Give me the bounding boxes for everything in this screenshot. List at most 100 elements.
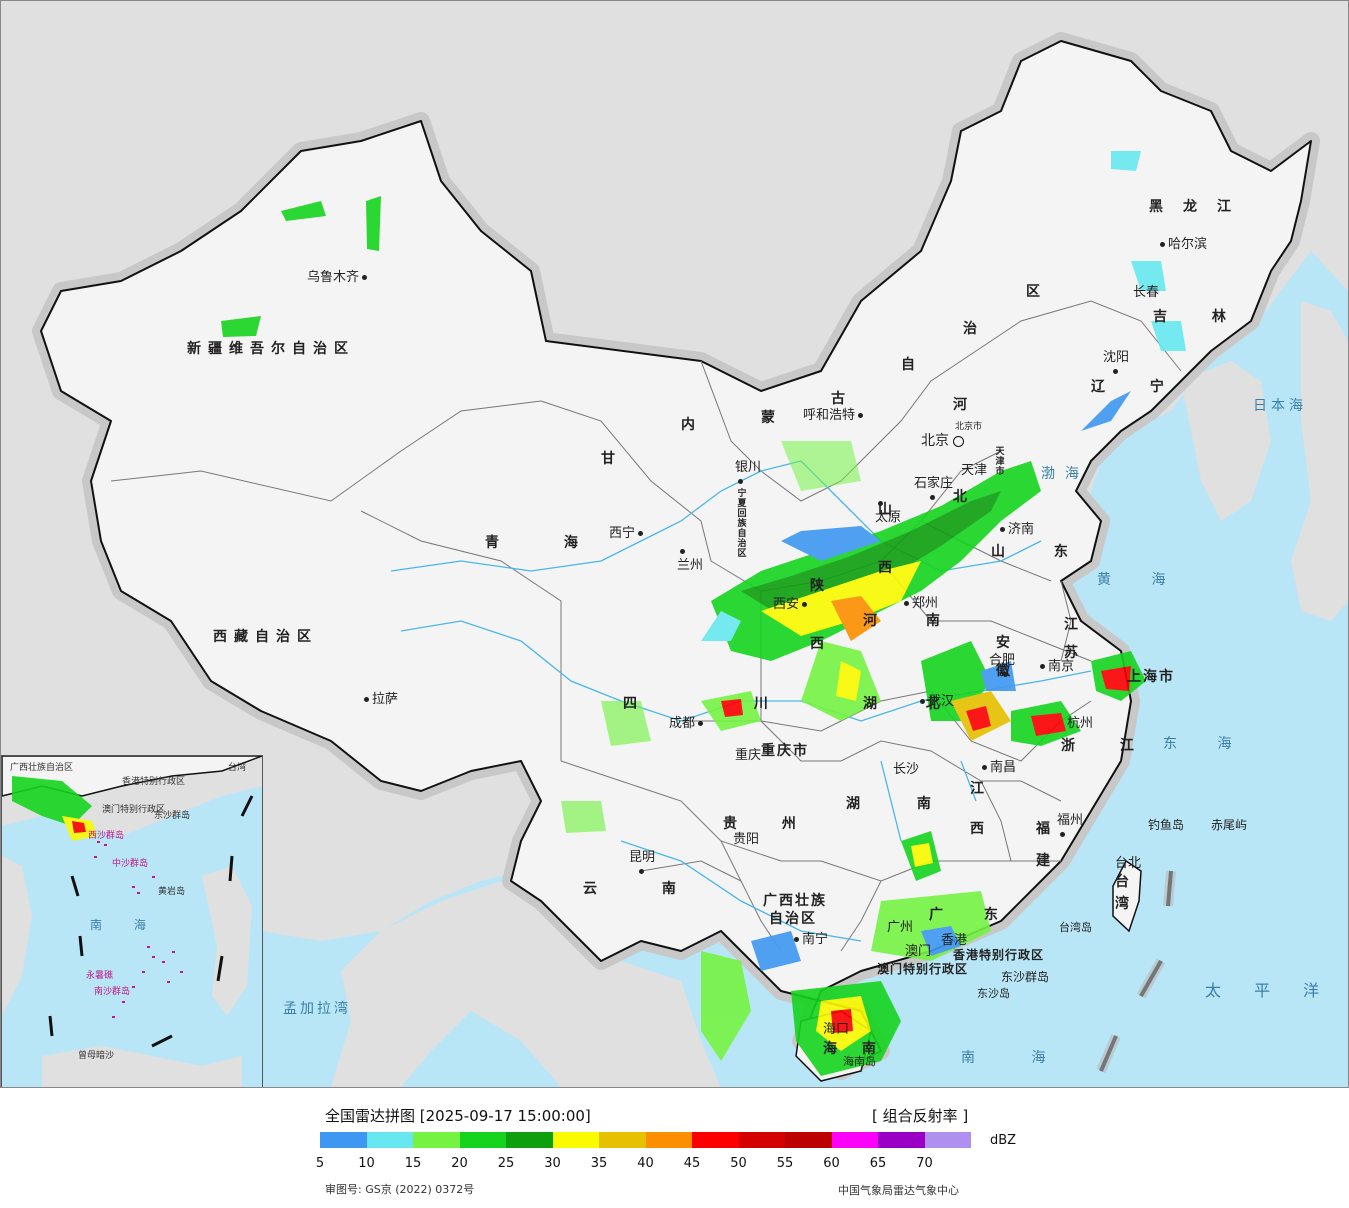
legend-swatch (552, 1132, 599, 1148)
map-canvas (1, 1, 1348, 1087)
city-nanchang: 南昌 (979, 761, 1016, 775)
legend-swatch (692, 1132, 739, 1148)
city-shenyang: 沈阳 (1103, 351, 1129, 379)
island-hainandao: 海南岛 (843, 1055, 876, 1068)
province-label-zhejiang: 浙 江 (1061, 738, 1154, 754)
inset-label-nanhai: 南 海 (90, 918, 160, 932)
korea-japan-land (1181, 301, 1348, 621)
city-wuhan: 武汉 (917, 695, 954, 709)
city-kunming: 昆明 (629, 851, 655, 879)
china-land (40, 40, 1312, 1072)
city-hohhot: 呼和浩特 (803, 409, 866, 423)
city-hefei: 合肥 (989, 654, 1015, 682)
legend-tick-label: 70 (916, 1156, 933, 1171)
province-label-ningxia: 宁夏回族自治区 (737, 489, 747, 559)
legend-tick-label: 25 (497, 1156, 515, 1171)
legend-tick-label: 40 (637, 1156, 654, 1171)
city-yinchuan: 银川 (735, 461, 761, 489)
legend-swatch (831, 1132, 878, 1148)
province-label-hebei-2: 北 (953, 489, 981, 505)
island-diaoyudao: 钓鱼岛 (1148, 818, 1185, 832)
legend-tick-label: 45 (683, 1156, 701, 1171)
city-shijiazhuang: 石家庄 (914, 477, 953, 505)
legend-swatch (878, 1132, 925, 1148)
province-label-guizhou: 贵 州 (723, 816, 816, 832)
province-label-neimenggu-5: 治 (963, 321, 991, 337)
province-label-gansu: 甘 (601, 451, 629, 467)
province-label-guangxi-2: 自治区 (769, 911, 817, 927)
province-label-neimenggu-6: 区 (1026, 284, 1054, 300)
inset-label-guangxi: 广西壮族自治区 (10, 763, 74, 773)
city-nanning: 南宁 (791, 933, 828, 947)
island-taiwandao: 台湾岛 (1059, 921, 1092, 934)
legend-swatch (366, 1132, 413, 1148)
sea-label-donghai: 东 海 (1163, 736, 1250, 752)
province-label-jilin: 吉 林 (1153, 309, 1246, 325)
legend-tick-label: 30 (544, 1156, 561, 1171)
legend-tick-label: 55 (776, 1156, 794, 1171)
sea-label-nanhai: 南 海 (961, 1050, 1072, 1066)
city-nanjing: 南京 (1037, 660, 1074, 674)
province-label-henan: 河 南 (863, 613, 962, 629)
legend-unit: dBZ (990, 1133, 1017, 1148)
indochina-land (331, 881, 721, 1087)
inset-label-yongshu: 永暑礁 (86, 971, 114, 981)
province-label-taiwan: 台湾 (1115, 874, 1129, 912)
legend-tick-label: 60 (823, 1156, 840, 1171)
city-jinan: 济南 (997, 523, 1034, 537)
city-harbin: 哈尔滨 (1157, 238, 1207, 252)
sea-label-huanghai: 黄 海 (1097, 572, 1184, 588)
city-guiyang: 贵阳 (733, 832, 760, 847)
legend-tick-label: 20 (451, 1156, 468, 1171)
city-guangzhou: 广州 (887, 920, 914, 935)
province-label-fujian: 福 建 (1036, 821, 1050, 869)
city-aomen: 澳门 (905, 944, 932, 959)
legend-tick-label: 65 (869, 1156, 887, 1171)
province-label-neimenggu-3: 古 (831, 391, 859, 407)
city-changsha: 长沙 (893, 762, 920, 777)
inset-label-dongsha: 东沙群岛 (154, 811, 191, 821)
province-borders (110, 300, 1182, 952)
taiwan-island (1112, 859, 1142, 933)
province-label-qinghai: 青 海 (485, 535, 608, 551)
province-label-neimenggu-4: 自 (901, 357, 929, 373)
city-lanzhou: 兰州 (677, 545, 703, 573)
legend-tick-label: 15 (404, 1156, 422, 1171)
province-label-guangdong: 广 东 (929, 907, 1016, 923)
inset-label-hongkong: 香港特别行政区 (122, 777, 186, 787)
legend-tick-label: 50 (730, 1156, 747, 1171)
province-label-shanghai: 上海市 (1127, 669, 1175, 685)
radar-map[interactable]: 新疆维吾尔自治区 西藏自治区 青 海 甘 内 蒙 古 自 治 区 黑龙江 吉 林… (0, 0, 1349, 1088)
province-label-yunnan: 云 南 (583, 881, 706, 897)
city-xining: 西宁 (609, 527, 646, 541)
city-taiyuan: 太原 (875, 497, 901, 525)
legend-swatch (785, 1132, 832, 1148)
province-label-hainan: 海 南 (823, 1041, 886, 1057)
province-label-macau: 澳门特别行政区 (877, 962, 969, 976)
island-chiweiyu: 赤尾屿 (1211, 818, 1248, 832)
province-label-sichuan: 四 川 (623, 696, 824, 712)
inset-canvas (2, 756, 262, 1087)
province-label-shaanxi: 陕 西 (810, 578, 824, 652)
province-label-jiangxi: 江 西 (970, 781, 984, 837)
boundary-halo-marks (1096, 870, 1176, 1073)
legend-swatch (506, 1132, 553, 1148)
city-xianggang: 香港 (941, 933, 968, 948)
legend-tick-label: 10 (358, 1156, 375, 1171)
inset-label-macau: 澳门特别行政区 (102, 805, 166, 815)
city-chongqing: 重庆 (735, 748, 762, 763)
legend-swatch (924, 1132, 971, 1148)
sea-label-ribenhai: 日本海 (1253, 398, 1307, 414)
province-label-hunan: 湖 南 (846, 796, 957, 812)
legend-swatch (320, 1132, 367, 1148)
inset-label-nansha: 南沙群岛 (94, 987, 131, 997)
province-label-xizang: 西藏自治区 (213, 629, 318, 645)
island-dongshadao: 东沙岛 (977, 987, 1010, 1000)
province-label-liaoning: 辽 宁 (1091, 379, 1184, 395)
city-beijing: 北京 (921, 434, 964, 448)
province-label-shandong: 山 东 (991, 544, 1090, 560)
province-label-neimenggu-2: 蒙 (761, 410, 789, 426)
legend-swatch (413, 1132, 460, 1148)
inset-label-taiwan: 台湾 (228, 763, 247, 773)
city-taibei: 台北 (1115, 856, 1142, 871)
